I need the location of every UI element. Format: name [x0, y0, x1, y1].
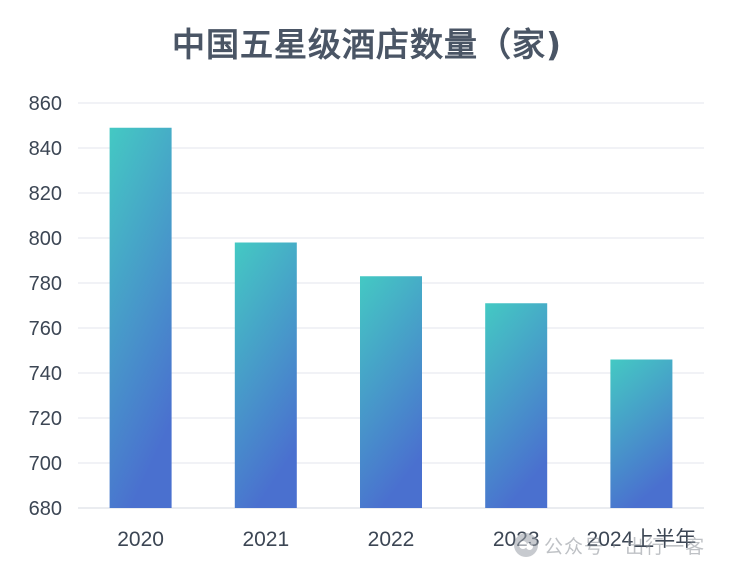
watermark: 公众号 · 出行一客	[514, 530, 705, 560]
y-axis-ticks: 680 700 720 740 760 780 800 820 840 860	[29, 93, 62, 520]
x-tick-label: 2020	[117, 528, 164, 551]
bar-2023	[485, 303, 548, 508]
y-tick-label: 760	[29, 318, 62, 340]
wechat-icon	[514, 533, 538, 557]
y-tick-label: 840	[29, 138, 62, 160]
x-tick-label: 2021	[242, 528, 289, 551]
y-tick-label: 740	[29, 363, 62, 385]
y-tick-label: 700	[29, 453, 62, 475]
watermark-text: 公众号 · 出行一客	[544, 535, 706, 558]
y-tick-label: 860	[29, 93, 62, 115]
y-tick-label: 780	[29, 273, 62, 295]
y-tick-label: 820	[29, 183, 62, 205]
bar-2024上半年	[610, 359, 673, 508]
bars	[109, 127, 673, 508]
x-tick-label: 2024上半年	[587, 528, 697, 551]
bar-2020	[109, 127, 172, 508]
y-tick-label: 720	[29, 408, 62, 430]
bar-2021	[234, 242, 297, 508]
y-tick-label: 800	[29, 228, 62, 250]
chart-title: 中国五星级酒店数量（家)	[171, 25, 563, 64]
bar-2022	[360, 276, 422, 508]
x-tick-label: 2022	[368, 528, 415, 551]
y-tick-label: 680	[29, 498, 62, 520]
